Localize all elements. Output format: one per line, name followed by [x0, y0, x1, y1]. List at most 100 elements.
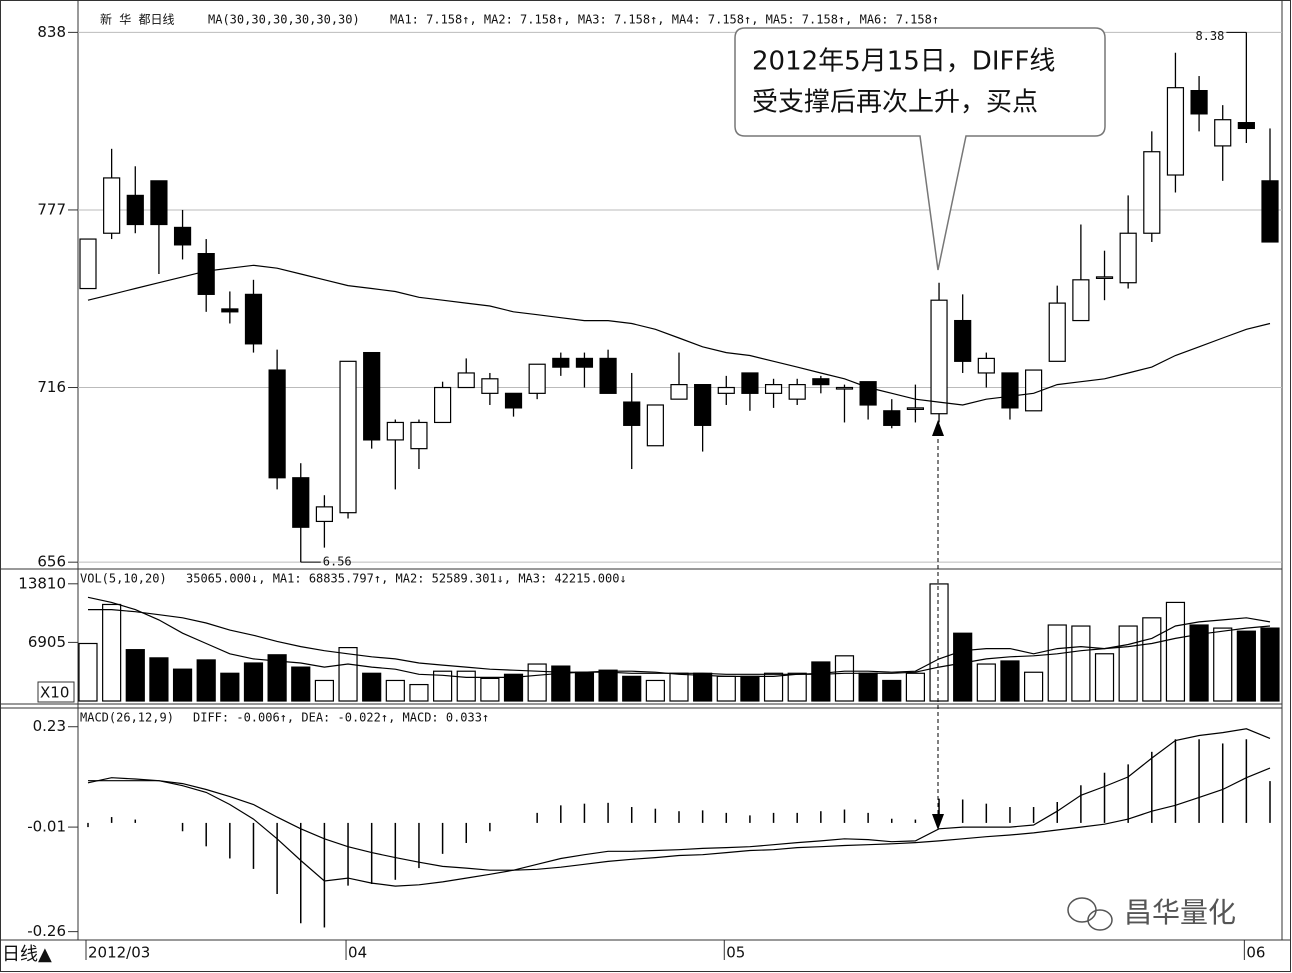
- volume-bar: [976, 663, 996, 702]
- candle-body: [977, 357, 995, 374]
- candle-body: [954, 319, 972, 362]
- volume-bar: [1165, 601, 1186, 702]
- candle-body: [504, 392, 523, 409]
- vol-readout: 35065.000↓, MA1: 68835.797↑, MA2: 52589.…: [186, 572, 627, 586]
- candle-body: [670, 384, 688, 400]
- volume-bar: [196, 659, 216, 702]
- candle-body: [79, 238, 97, 290]
- candle-body: [1001, 372, 1019, 409]
- volume-bar: [433, 670, 453, 702]
- volume-bar: [905, 672, 926, 702]
- volume-bar: [693, 672, 713, 702]
- low-label: 6.56: [323, 555, 352, 569]
- candle-body: [883, 410, 901, 426]
- arrow-head: [932, 814, 944, 830]
- candle-body: [457, 372, 475, 389]
- ma-line: [87, 264, 1271, 406]
- candle-body: [1048, 302, 1066, 362]
- candle-body: [599, 357, 617, 394]
- candle-body: [339, 360, 357, 514]
- volume-bar: [314, 679, 334, 702]
- volume-ma-line: [87, 596, 1271, 678]
- volume-bar: [551, 665, 571, 702]
- candle-body: [930, 299, 948, 415]
- volume-bar: [834, 655, 855, 702]
- candle-body: [103, 177, 121, 234]
- volume-bar: [1189, 624, 1209, 702]
- diff-line: [87, 728, 1271, 887]
- y-tick-label: 6905: [28, 633, 66, 651]
- candle-body: [1237, 122, 1255, 130]
- volume-bar: [1118, 625, 1138, 702]
- x-tick-label: 2012/03: [88, 944, 150, 962]
- volume-bar: [622, 675, 642, 702]
- volume-bar: [291, 666, 311, 702]
- candle-body: [410, 421, 428, 450]
- y-tick-label: 656: [37, 553, 66, 571]
- volume-bar: [1094, 653, 1115, 702]
- candle-body: [1072, 279, 1090, 322]
- candle-body: [528, 363, 546, 394]
- candle-body: [717, 386, 735, 394]
- volume-bar: [1047, 624, 1067, 702]
- y-tick-label: -0.01: [27, 818, 66, 836]
- period-label: 日线▲: [2, 944, 52, 965]
- macd-title: MACD(26,12,9): [80, 711, 174, 725]
- candle-body: [1119, 232, 1137, 284]
- x-tick-label: 04: [348, 944, 367, 962]
- candle-body: [126, 194, 144, 226]
- candle-body: [1190, 89, 1208, 115]
- candle-body: [764, 384, 783, 394]
- y-tick-label: 716: [37, 378, 66, 396]
- volume-bar: [787, 672, 807, 702]
- volume-bar: [267, 654, 287, 702]
- candle-body: [1261, 180, 1279, 243]
- candle-body: [1166, 87, 1185, 176]
- arrow-head: [932, 420, 944, 436]
- candle-body: [221, 308, 239, 313]
- volume-bar: [1236, 630, 1256, 702]
- y-tick-label: 13810: [18, 574, 66, 592]
- volume-bar: [1000, 660, 1020, 702]
- vol-unit: X10: [40, 684, 69, 702]
- candle-body: [268, 369, 286, 479]
- candle-body: [1095, 276, 1114, 280]
- volume-ma-line: [88, 609, 1271, 675]
- watermark-icon: [1067, 897, 1113, 931]
- candle-body: [244, 293, 263, 345]
- ma-legend: MA(30,30,30,30,30,30): [208, 13, 360, 27]
- high-label: 8.38: [1195, 29, 1224, 43]
- volume-bar: [220, 672, 240, 702]
- candle-body: [292, 477, 310, 528]
- volume-bar: [929, 583, 949, 702]
- volume-bar: [409, 683, 429, 702]
- stock-title: 新 华 都日线: [100, 12, 174, 27]
- volume-bar: [669, 672, 689, 702]
- x-tick-label: 05: [726, 944, 745, 962]
- volume-bar: [456, 670, 476, 702]
- y-tick-label: -0.26: [27, 922, 66, 940]
- x-tick-label: 06: [1246, 944, 1265, 962]
- candle-body: [906, 407, 925, 410]
- candle-body: [386, 421, 404, 441]
- y-tick-label: 777: [37, 200, 66, 218]
- candle-body: [859, 381, 877, 406]
- candle-body: [1143, 151, 1161, 234]
- volume-bar: [527, 663, 547, 702]
- candle-body: [835, 386, 854, 390]
- y-tick-label: 0.23: [33, 717, 66, 735]
- ma-readout: MA1: 7.158↑, MA2: 7.158↑, MA3: 7.158↑, M…: [390, 13, 939, 27]
- candle-body: [173, 226, 192, 246]
- callout-text: 2012年5月15日，DIFF线: [752, 47, 1055, 77]
- candle-body: [434, 386, 452, 424]
- candle-body: [694, 384, 712, 426]
- unit-box: [37, 681, 75, 703]
- volume-bar: [385, 679, 405, 702]
- candle-body: [575, 357, 594, 368]
- marks: 656 716 777 838 6.56 8.38 6905 13810 0.23 -0.01 -0…: [18, 23, 1282, 962]
- candle-body: [741, 372, 759, 394]
- volume-bar: [172, 668, 193, 702]
- volume-bar: [645, 679, 665, 702]
